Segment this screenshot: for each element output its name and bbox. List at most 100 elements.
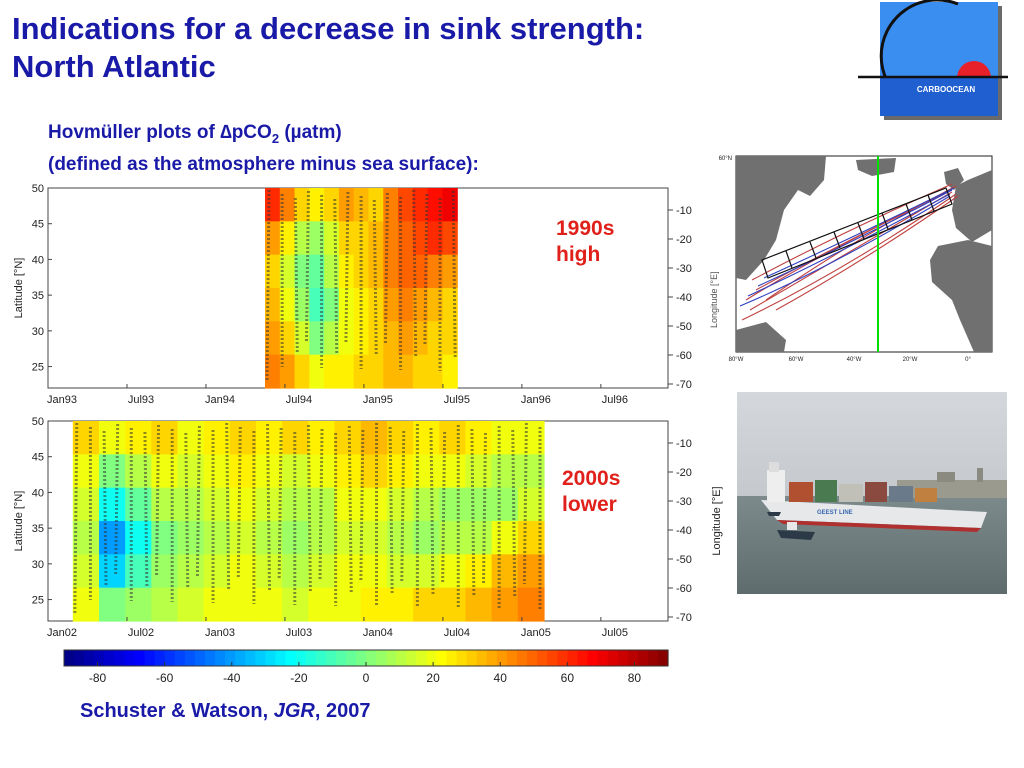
heatmap-cell xyxy=(203,521,231,555)
y-tick-label: 30 xyxy=(32,559,44,571)
subtitle-line1-post: (µatm) xyxy=(279,122,342,143)
heatmap-cell xyxy=(229,421,257,455)
heatmap-cell xyxy=(386,587,414,622)
y-tick-label: 50 xyxy=(32,416,44,428)
x-tick-label: Jan02 xyxy=(47,627,77,639)
tugboat xyxy=(777,530,815,540)
harbor-buildings xyxy=(897,480,1007,498)
right-tick-label: -50 xyxy=(676,554,692,566)
heatmap-cell xyxy=(125,554,152,589)
heatmap-cell xyxy=(282,554,309,589)
north-america-shape xyxy=(736,156,826,280)
transect-line xyxy=(195,425,201,577)
heatmap-cell xyxy=(465,521,493,555)
subtitle-delta: ∆ xyxy=(220,122,232,143)
heatmap-cell xyxy=(177,554,205,589)
colorbar-segment xyxy=(547,650,558,666)
heatmap-cell xyxy=(368,354,384,389)
right-tick-label: -20 xyxy=(676,234,692,246)
colorbar-segment xyxy=(426,650,438,666)
heatmap-cell xyxy=(353,221,370,256)
heatmap-cell xyxy=(368,188,384,222)
colorbar-segment xyxy=(154,650,166,666)
colorbar-segment xyxy=(436,650,448,666)
y-tick-label: 30 xyxy=(32,326,44,338)
colorbar-segment xyxy=(466,650,478,666)
heatmap-cell xyxy=(279,288,296,322)
heatmap-cell xyxy=(439,587,467,622)
colorbar-segment xyxy=(265,650,276,666)
y-tick-label: 25 xyxy=(32,362,44,374)
colorbar-segment xyxy=(124,650,136,666)
slide-title-line2: North Atlantic xyxy=(12,49,216,84)
transect-line xyxy=(318,428,324,580)
colorbar-segment xyxy=(245,650,256,666)
ship-photo: GEEST LINE xyxy=(737,392,1007,594)
colorbar-segment xyxy=(537,650,548,666)
colorbar-segment xyxy=(184,650,196,666)
x-tick-label: Jul05 xyxy=(602,627,628,639)
heatmap-cell xyxy=(360,587,388,622)
slide-title-line1: Indications for a decrease in sink stren… xyxy=(12,11,645,46)
heatmap-cell xyxy=(229,554,257,589)
heatmap-cell xyxy=(98,554,126,589)
heatmap-cell xyxy=(442,354,458,389)
transect-line xyxy=(383,192,389,344)
heatmap-cell xyxy=(368,321,384,356)
heatmap-cell xyxy=(360,487,388,522)
heatmap-cell xyxy=(294,221,310,256)
right-tick-label: -60 xyxy=(676,350,692,362)
hovmoller-plot-1990s: 50 45 40 35 30 25 Jan93 Jul93 Jan94 Jul94 Jan95 Jul… xyxy=(13,183,692,406)
colorbar-segment xyxy=(587,650,599,666)
map-tick-60w: 60°W xyxy=(789,357,804,363)
africa-shape xyxy=(930,240,992,352)
heatmap-cell xyxy=(383,354,399,389)
heatmap-cell xyxy=(177,487,205,522)
transect-line xyxy=(423,193,429,345)
slide-title: Indications for a decrease in sink stren… xyxy=(12,10,852,86)
heatmap-cell xyxy=(334,454,362,489)
x-tick-label: Jan04 xyxy=(363,627,393,639)
x-tick-label: Jul03 xyxy=(286,627,312,639)
right-axis-label: Longitude [°E] xyxy=(711,486,723,555)
transect-line xyxy=(304,190,310,342)
colorbar-tick-label: 80 xyxy=(628,671,642,685)
label-2000s: 2000s lower xyxy=(562,466,620,518)
y-tick-label: 40 xyxy=(32,487,44,499)
x-tick-label: Jan94 xyxy=(205,394,235,406)
heatmap-cell xyxy=(324,354,340,389)
colorbar-segment xyxy=(446,650,458,666)
right-tick-label: -60 xyxy=(676,583,692,595)
subtitle-subscript: 2 xyxy=(271,130,280,146)
colorbar: -80 -60 -40 -20 0 20 40 60 80 xyxy=(63,649,669,685)
heatmap-cell xyxy=(412,354,429,389)
colorbar-segment xyxy=(114,650,125,666)
heatmap-cell xyxy=(308,587,336,622)
grid-boxes xyxy=(761,187,953,279)
heatmap-cell xyxy=(203,587,231,622)
colorbar-segment xyxy=(335,650,347,666)
colorbar-segment xyxy=(637,650,649,666)
heatmap-cell xyxy=(151,487,179,522)
colorbar-segment xyxy=(597,650,609,666)
heatmap-cell xyxy=(334,587,362,622)
heatmap-cell xyxy=(353,254,370,289)
y-tick-label: 45 xyxy=(32,452,44,464)
heatmap-cell xyxy=(383,188,399,222)
transect-line xyxy=(277,427,283,579)
heatmap-cell xyxy=(256,454,283,489)
heatmap-cell xyxy=(360,521,388,555)
heatmap-cell xyxy=(324,321,340,356)
heatmap-cell xyxy=(151,554,179,589)
y-tick-label: 40 xyxy=(32,254,44,266)
heatmap-cell xyxy=(442,321,458,356)
heatmap-cell xyxy=(442,221,458,256)
heatmap-cell xyxy=(203,487,231,522)
y-tick-label: 25 xyxy=(32,595,44,607)
heatmap-cell xyxy=(294,188,310,222)
heatmap-cell xyxy=(334,521,362,555)
colorbar-segment xyxy=(577,650,589,666)
colorbar-tick-label: -60 xyxy=(156,671,174,685)
heatmap-cell xyxy=(309,321,325,356)
transect-line xyxy=(155,424,161,576)
